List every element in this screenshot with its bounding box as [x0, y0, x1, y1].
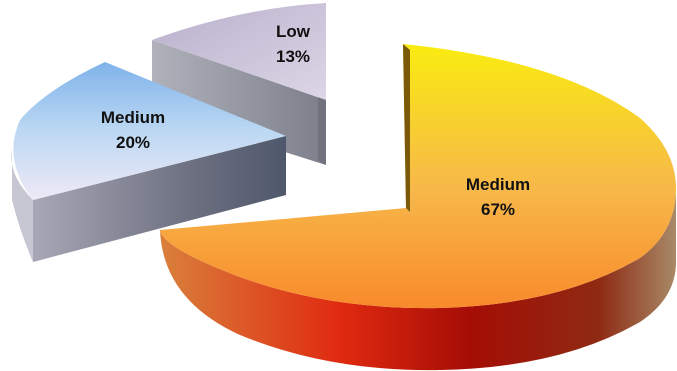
pie-slice-low [152, 3, 326, 165]
pie-slice-medium-20-side [33, 136, 286, 262]
pie-label-medium-67-name: Medium [466, 175, 530, 194]
pie-slice-medium-67 [160, 44, 676, 371]
pie-label-medium-67-percent: 67% [481, 200, 515, 219]
pie-slice-medium-20-curve-side [11, 150, 33, 262]
pie-label-low-name: Low [276, 22, 311, 41]
pie-slice-medium-67-cut-edge [403, 44, 410, 212]
pie-label-low-percent: 13% [276, 47, 310, 66]
pie-slice-low-side [152, 40, 326, 165]
pie-label-medium-20-percent: 20% [116, 133, 150, 152]
pie-slice-medium-20 [11, 62, 286, 262]
pie-slice-low-top [152, 3, 326, 100]
pie-slice-low-side-right [318, 95, 326, 165]
pie-slice-medium-67-side [160, 188, 676, 371]
pie-label-medium-20-name: Medium [101, 108, 165, 127]
pie-slice-medium-67-top [160, 44, 676, 309]
pie-slice-medium-20-top [13, 62, 286, 200]
